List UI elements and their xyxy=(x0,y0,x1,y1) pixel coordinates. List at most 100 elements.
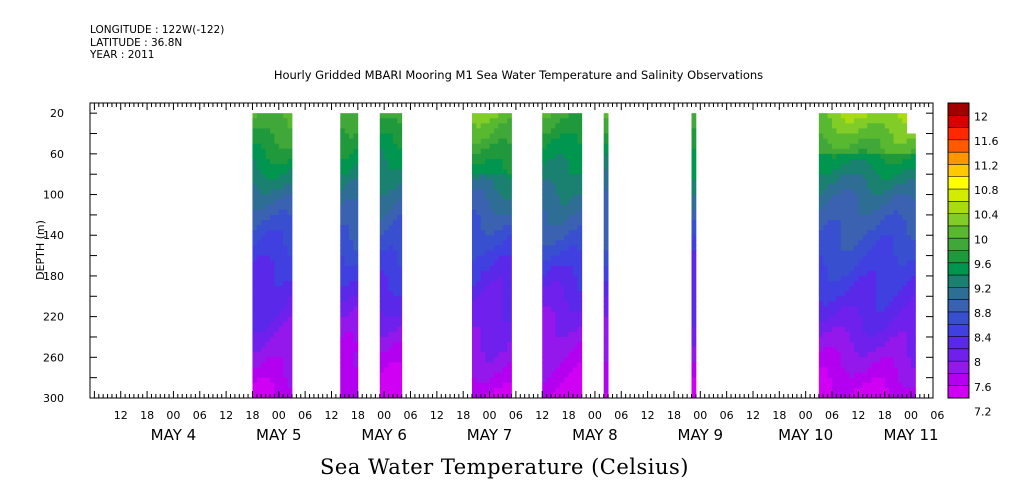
heatmap-cell xyxy=(546,113,552,119)
heatmap-cell xyxy=(344,347,350,353)
heatmap-cell xyxy=(867,133,872,140)
heatmap-cell xyxy=(840,270,846,277)
heatmap-cell xyxy=(875,260,881,267)
heatmap-cell xyxy=(875,240,881,246)
heatmap-cell xyxy=(893,265,899,272)
heatmap-cell xyxy=(577,387,583,394)
heatmap-cell xyxy=(875,321,881,328)
heatmap-cell xyxy=(340,331,346,338)
heatmap-cell xyxy=(893,326,899,333)
heatmap-cell xyxy=(867,225,872,231)
heatmap-cell xyxy=(489,275,495,282)
heatmap-cell xyxy=(274,316,280,323)
heatmap-cell xyxy=(691,270,697,277)
heatmap-cell xyxy=(603,113,609,119)
heatmap-cell xyxy=(849,342,855,348)
heatmap-cell xyxy=(256,392,262,399)
heatmap-cell xyxy=(270,357,275,363)
heatmap-cell xyxy=(827,123,833,129)
colorbar-swatch xyxy=(948,127,969,141)
heatmap-cell xyxy=(397,336,403,343)
heatmap-cell xyxy=(853,199,859,206)
heatmap-cell xyxy=(818,174,824,180)
x-hour-label: 18 xyxy=(456,409,470,422)
heatmap-cell xyxy=(836,153,842,160)
heatmap-cell xyxy=(546,382,552,389)
heatmap-cell xyxy=(880,331,886,338)
heatmap-cell xyxy=(871,219,877,226)
heatmap-cell xyxy=(353,158,359,165)
heatmap-cell xyxy=(485,296,490,302)
heatmap-cell xyxy=(827,336,833,343)
heatmap-cell xyxy=(603,123,609,129)
heatmap-cell xyxy=(884,347,890,353)
heatmap-cell xyxy=(577,204,583,211)
heatmap-cell xyxy=(871,275,877,282)
heatmap-cell xyxy=(507,128,512,134)
heatmap-cell xyxy=(344,387,350,394)
heatmap-cell xyxy=(349,255,354,262)
heatmap-cell xyxy=(818,219,824,226)
heatmap-cell xyxy=(880,367,886,373)
heatmap-cell xyxy=(287,387,293,394)
heatmap-cell xyxy=(252,392,258,399)
heatmap-cell xyxy=(379,331,385,338)
heatmap-cell xyxy=(875,194,881,201)
heatmap-cell xyxy=(493,382,499,389)
heatmap-cell xyxy=(489,143,495,150)
heatmap-cell xyxy=(823,240,829,246)
heatmap-cell xyxy=(862,392,868,399)
heatmap-cell xyxy=(278,357,284,363)
heatmap-cell xyxy=(283,214,288,221)
heatmap-cell xyxy=(542,357,548,363)
heatmap-cell xyxy=(392,235,398,241)
heatmap-cell xyxy=(392,362,398,368)
heatmap-cell xyxy=(893,357,899,363)
heatmap-cell xyxy=(392,133,398,140)
heatmap-cell xyxy=(897,214,903,221)
heatmap-cell xyxy=(252,194,258,201)
heatmap-cell xyxy=(889,148,894,155)
heatmap-cell xyxy=(485,372,490,379)
heatmap-cell xyxy=(498,174,504,180)
heatmap-cell xyxy=(397,194,403,201)
heatmap-cell xyxy=(480,286,486,292)
heatmap-cell xyxy=(836,382,842,389)
heatmap-cell xyxy=(884,392,890,399)
heatmap-cell xyxy=(577,174,583,180)
heatmap-cell xyxy=(875,382,881,389)
heatmap-cell xyxy=(559,240,565,246)
heatmap-cell xyxy=(340,255,346,262)
heatmap-cell xyxy=(577,230,583,236)
heatmap-cell xyxy=(493,209,499,216)
heatmap-cell xyxy=(471,275,477,282)
y-tick-label: 140 xyxy=(43,229,64,242)
heatmap-cell xyxy=(340,301,346,307)
heatmap-cell xyxy=(480,316,486,323)
heatmap-cell xyxy=(691,352,697,358)
heatmap-cell xyxy=(902,153,908,160)
heatmap-cell xyxy=(476,255,482,262)
heatmap-cell xyxy=(568,158,574,165)
heatmap-cell xyxy=(340,194,346,201)
heatmap-cell xyxy=(902,148,908,155)
heatmap-cell xyxy=(840,331,846,338)
heatmap-cell xyxy=(875,219,881,226)
heatmap-cell xyxy=(485,270,490,277)
heatmap-cell xyxy=(884,281,890,287)
heatmap-cell xyxy=(340,296,346,302)
heatmap-cell xyxy=(546,372,552,379)
heatmap-cell xyxy=(252,291,258,297)
heatmap-cell xyxy=(274,321,280,328)
heatmap-cell xyxy=(880,291,886,297)
heatmap-cell xyxy=(252,275,258,282)
heatmap-cell xyxy=(252,342,258,348)
heatmap-cell xyxy=(911,245,916,251)
heatmap-cell xyxy=(853,225,859,231)
heatmap-cell xyxy=(893,245,899,251)
heatmap-cell xyxy=(880,265,886,272)
heatmap-cell xyxy=(485,336,490,343)
heatmap-cell xyxy=(283,123,288,129)
heatmap-cell xyxy=(388,326,394,333)
heatmap-cell xyxy=(546,219,552,226)
